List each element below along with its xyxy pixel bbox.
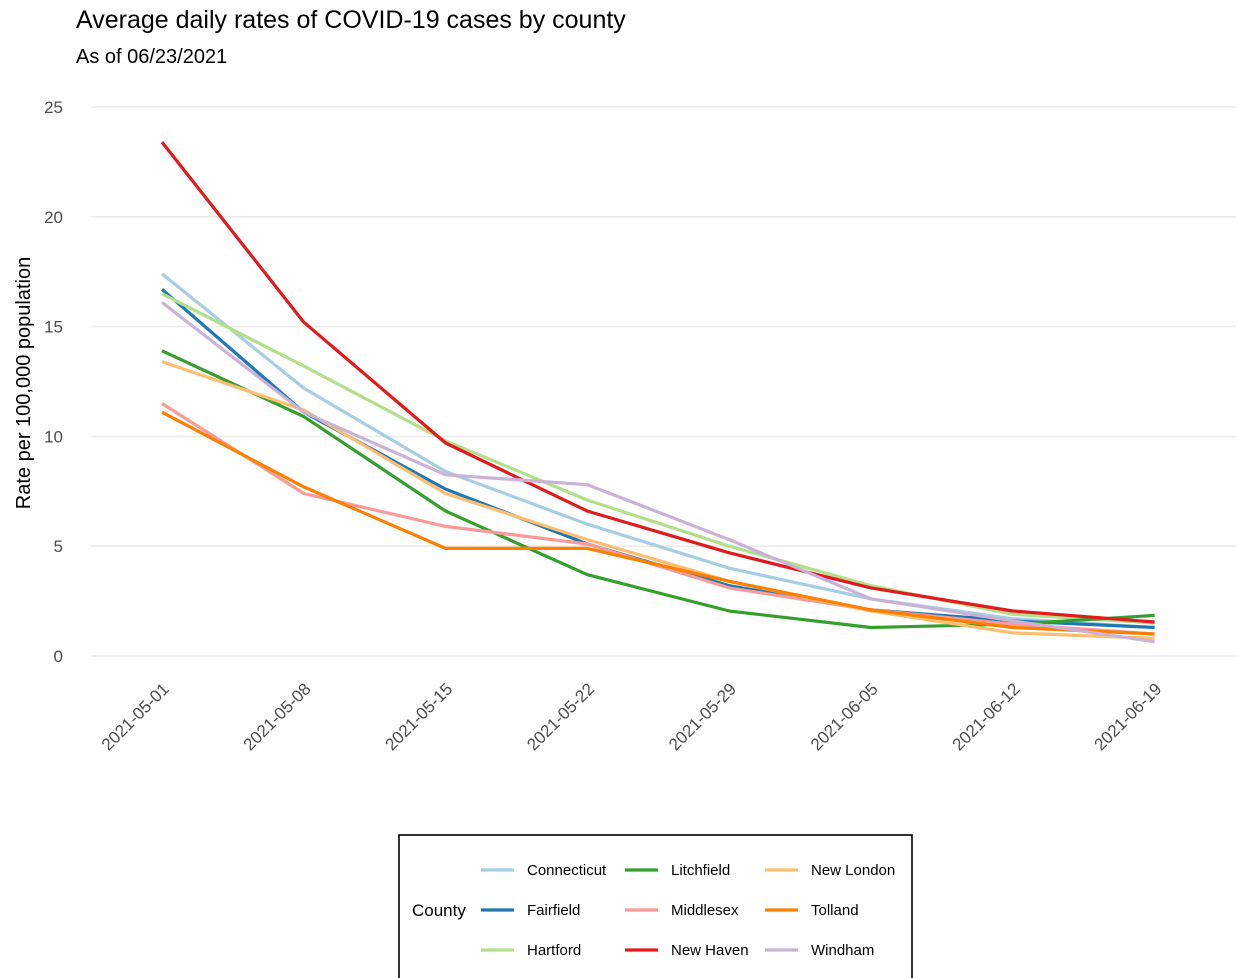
- legend-label: Middlesex: [671, 902, 739, 919]
- legend-item-new-haven: New Haven: [625, 942, 749, 959]
- gridlines: [91, 106, 1236, 657]
- legend-item-connecticut: Connecticut: [481, 862, 607, 879]
- legend-label: Fairfield: [527, 902, 580, 919]
- series-line-middlesex: [161, 402, 1155, 636]
- x-tick-label: 2021-05-15: [381, 679, 456, 754]
- x-tick-label: 2021-06-05: [807, 679, 882, 754]
- series-line-fairfield: [160, 288, 1155, 630]
- legend-label: Windham: [811, 942, 874, 959]
- legend-box: [398, 834, 913, 978]
- legend-label: New London: [811, 862, 895, 879]
- chart-subtitle: As of 06/23/2021: [76, 46, 227, 68]
- y-tick-label: 0: [54, 647, 63, 666]
- x-tick-label: 2021-06-12: [949, 679, 1024, 754]
- legend: County Connecticut Fairfield Hartford Litch…: [398, 834, 913, 978]
- x-tick-label: 2021-05-08: [240, 679, 315, 754]
- y-tick-label: 25: [44, 98, 63, 117]
- legend-item-windham: Windham: [765, 942, 874, 959]
- legend-item-tolland: Tolland: [765, 902, 859, 919]
- legend-label: Litchfield: [671, 862, 730, 879]
- legend-item-litchfield: Litchfield: [625, 862, 730, 879]
- y-tick-label: 10: [44, 427, 63, 446]
- legend-item-fairfield: Fairfield: [481, 902, 580, 919]
- legend-title: County: [412, 901, 466, 920]
- legend-items: Connecticut Fairfield Hartford Litchfield Mi…: [481, 862, 895, 959]
- y-axis-ticks: 0 5 10 15 20 25: [44, 98, 63, 666]
- series-line-new-haven: [160, 141, 1155, 624]
- x-tick-label: 2021-05-29: [665, 679, 740, 754]
- legend-label: Connecticut: [527, 862, 607, 879]
- legend-label: New Haven: [671, 942, 749, 959]
- x-tick-label: 2021-05-01: [98, 679, 173, 754]
- series-line-hartford: [161, 292, 1155, 625]
- series-line-windham: [161, 301, 1155, 644]
- legend-label: Tolland: [811, 902, 859, 919]
- series-line-new-london: [161, 360, 1155, 640]
- series-lines: [160, 141, 1155, 644]
- x-tick-label: 2021-05-22: [523, 679, 598, 754]
- series-line-tolland: [161, 410, 1155, 636]
- y-tick-label: 5: [54, 537, 63, 556]
- x-tick-label: 2021-06-19: [1090, 679, 1165, 754]
- chart-title: Average daily rates of COVID-19 cases by…: [76, 6, 626, 34]
- y-tick-label: 15: [44, 318, 63, 337]
- x-axis-ticks: 2021-05-01 2021-05-08 2021-05-15 2021-05-22…: [98, 679, 1166, 754]
- legend-item-middlesex: Middlesex: [625, 902, 739, 919]
- y-axis-label: Rate per 100,000 population: [13, 257, 35, 509]
- legend-item-hartford: Hartford: [481, 942, 581, 959]
- legend-item-new-london: New London: [765, 862, 895, 879]
- series-line-connecticut: [160, 272, 1155, 630]
- y-tick-label: 20: [44, 208, 63, 227]
- legend-label: Hartford: [527, 942, 581, 959]
